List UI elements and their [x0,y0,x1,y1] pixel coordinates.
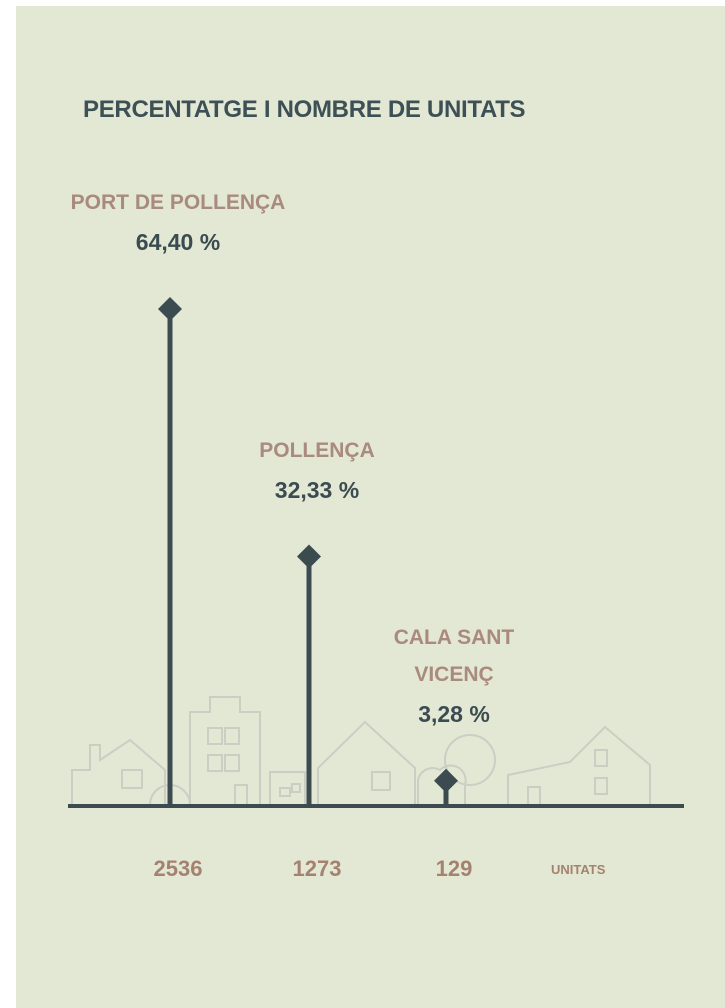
houses-background [72,697,650,805]
unit-label: UNITATS [551,862,605,877]
unit-value: 2536 [118,850,238,887]
page: PERCENTATGE I NOMBRE DE UNITATS UNITATS … [0,0,725,1008]
category-label: CALA SANT VICENÇ [384,619,524,693]
category-label: PORT DE POLLENÇA [48,184,308,221]
marker [434,769,458,793]
unit-value: 1273 [257,850,377,887]
unit-value: 129 [394,850,514,887]
category-label: POLLENÇA [237,432,397,469]
percentage-label: 3,28 % [374,699,534,729]
marker [158,297,182,321]
percentage-label: 64,40 % [98,227,258,257]
percentage-label: 32,33 % [237,475,397,505]
marker [297,545,321,569]
chart-title: PERCENTATGE I NOMBRE DE UNITATS [83,96,525,124]
